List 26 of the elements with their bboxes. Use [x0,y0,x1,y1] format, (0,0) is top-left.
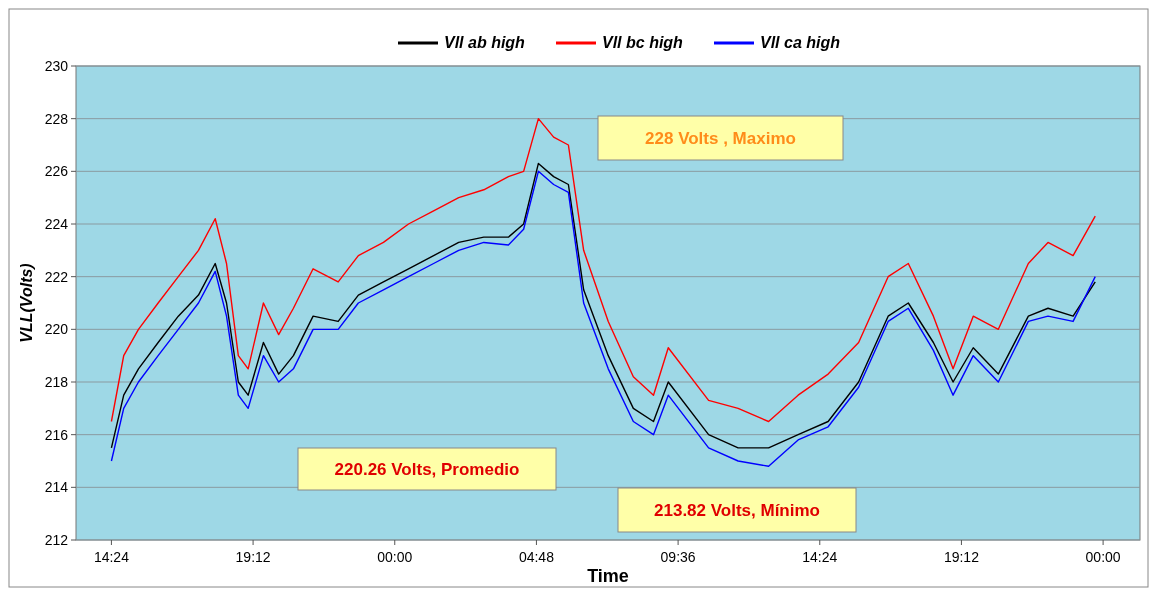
x-tick-label: 14:24 [93,549,130,565]
annotation: 228 Volts , Maximo [645,128,796,148]
y-tick-label: 220 [44,321,69,338]
annotation: 220.26 Volts, Promedio [334,459,520,479]
x-tick-label: 19:12 [943,549,980,565]
annotation: 213.82 Volts, Mínimo [654,500,820,520]
y-tick-label: 230 [44,57,69,74]
legend-label: Vll ca high [760,34,841,51]
legend-label: Vll ab high [444,34,526,51]
y-axis-title: VLL(Volts) [18,263,35,343]
x-tick-label: 19:12 [235,549,271,565]
x-tick-label: 04:48 [518,549,555,565]
y-tick-label: 224 [44,215,69,232]
y-tick-label: 228 [44,110,69,127]
y-tick-label: 214 [44,479,69,496]
y-tick-label: 218 [44,373,69,390]
legend-label: Vll bc high [602,34,684,51]
x-axis-title: Time [587,566,629,586]
y-tick-label: 226 [44,163,69,180]
y-tick-label: 212 [44,531,69,548]
x-tick-label: 00:00 [1085,549,1121,565]
y-tick-label: 222 [44,268,69,285]
x-tick-label: 09:36 [660,549,696,565]
y-tick-label: 216 [44,426,69,443]
x-tick-label: 00:00 [377,549,413,565]
x-tick-label: 14:24 [802,549,838,565]
